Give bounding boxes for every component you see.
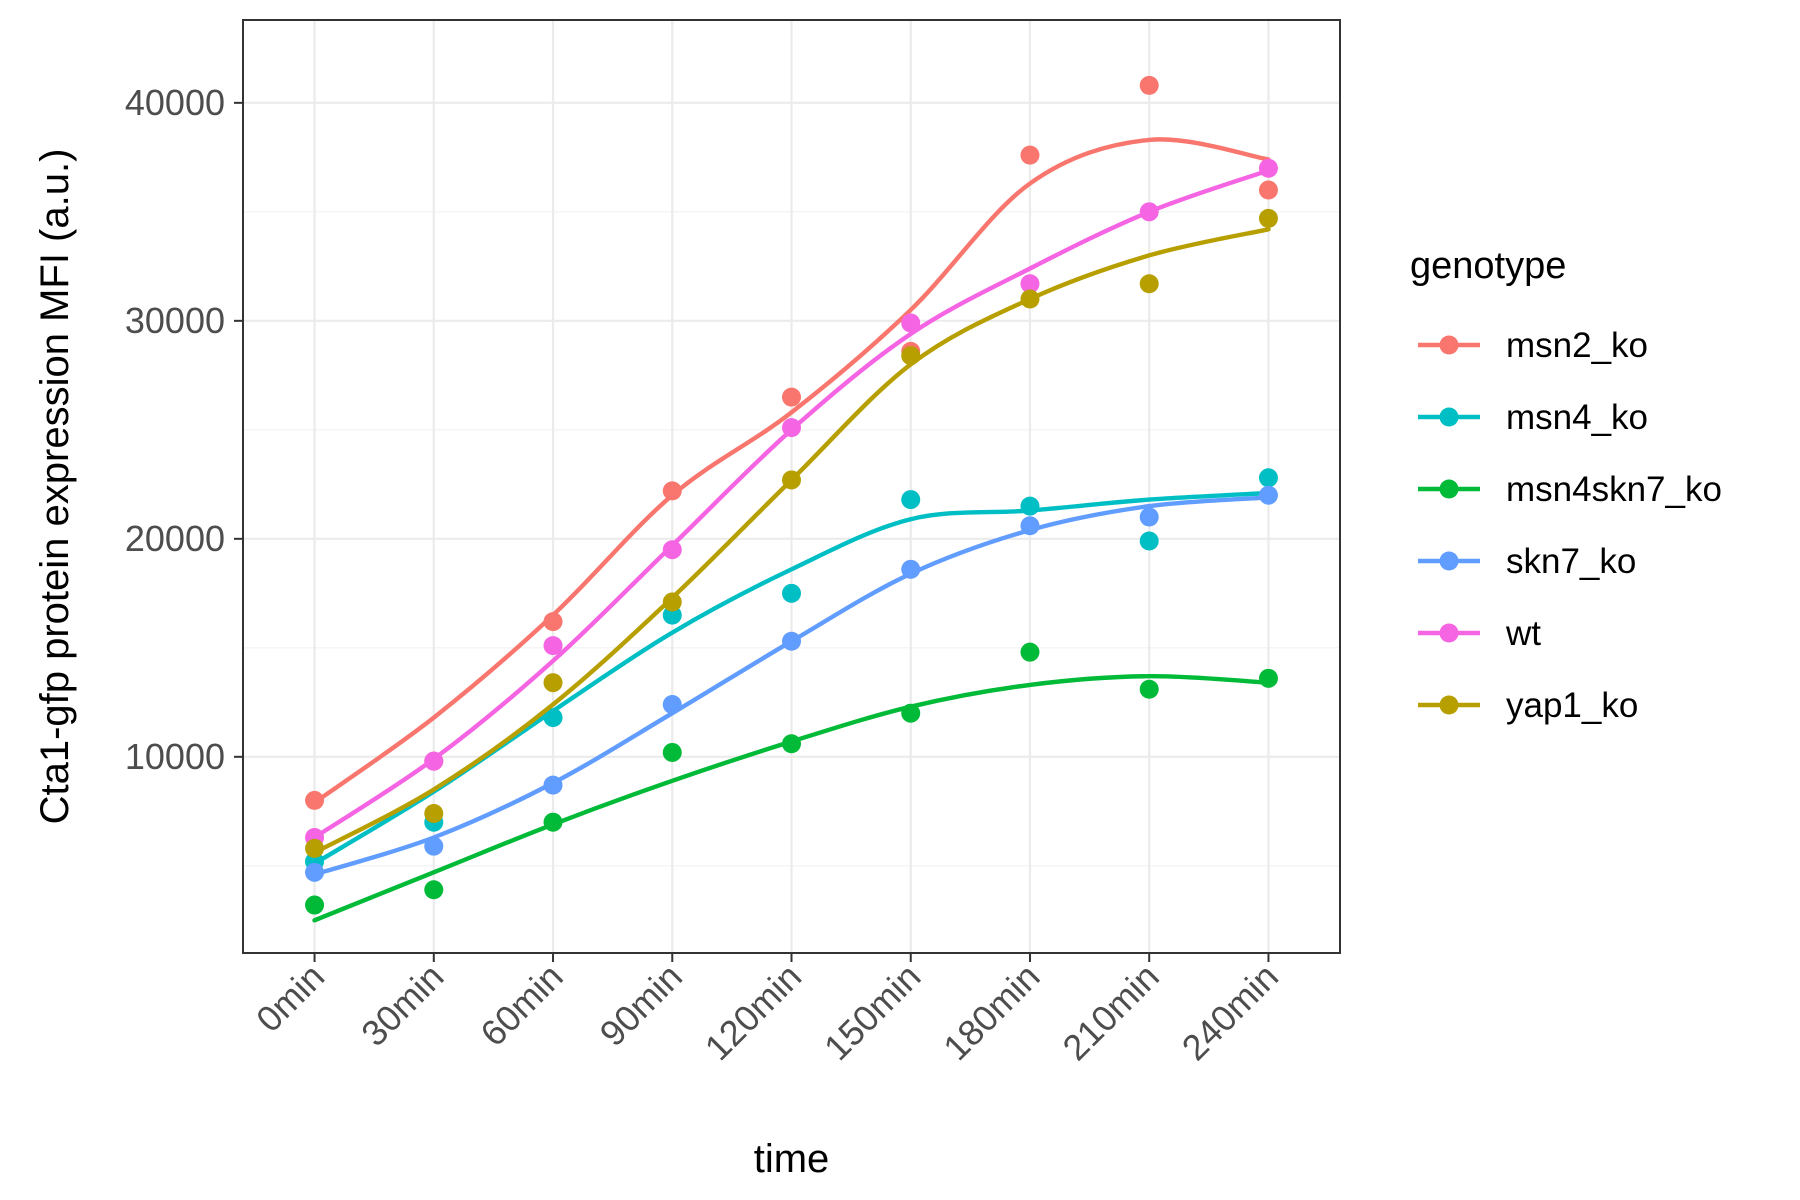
legend-label: msn4skn7_ko	[1506, 470, 1722, 509]
data-point	[424, 836, 444, 856]
data-point	[782, 418, 801, 438]
data-point	[305, 790, 325, 810]
data-point	[305, 862, 325, 882]
data-point	[1139, 202, 1159, 222]
series-msn4skn7_ko	[305, 642, 1278, 923]
data-point	[662, 481, 682, 501]
data-point	[901, 703, 921, 723]
legend-key-point	[1439, 479, 1459, 499]
legend: genotype msn2_ko msn4_ko msn4skn7_ko skn7_k…	[1410, 245, 1722, 725]
legend-label: wt	[1505, 614, 1541, 653]
data-point	[1020, 274, 1040, 294]
legend-key-point	[1439, 551, 1459, 571]
data-point	[1020, 516, 1040, 536]
data-point	[662, 742, 682, 762]
data-point	[1258, 668, 1278, 688]
data-point	[782, 583, 801, 603]
data-point	[901, 490, 921, 510]
x-axis-title: time	[754, 1137, 830, 1181]
data-point	[543, 612, 563, 632]
data-point	[1258, 485, 1278, 505]
data-point	[1258, 180, 1278, 200]
data-point	[1139, 507, 1159, 527]
legend-item-msn4skn7_ko: msn4skn7_ko	[1418, 470, 1722, 509]
legend-label: msn2_ko	[1506, 326, 1648, 365]
data-point	[543, 708, 563, 728]
data-point	[543, 636, 563, 656]
data-point	[1258, 158, 1278, 178]
legend-key-point	[1439, 695, 1459, 715]
data-point	[305, 895, 325, 915]
series-group	[305, 75, 1278, 923]
y-tick-label: 40000	[125, 82, 225, 123]
data-point	[901, 559, 921, 579]
series-line	[312, 137, 1271, 805]
data-point	[1020, 145, 1040, 165]
legend-item-msn2_ko: msn2_ko	[1418, 326, 1648, 365]
data-point	[1020, 496, 1040, 516]
data-point	[662, 694, 682, 714]
data-point	[1258, 208, 1278, 228]
data-point	[1139, 531, 1159, 551]
y-tick-label: 20000	[125, 518, 225, 559]
data-point	[543, 673, 563, 693]
data-point	[305, 838, 325, 858]
data-point	[543, 812, 563, 832]
data-point	[662, 605, 682, 625]
data-point	[424, 751, 444, 771]
legend-item-yap1_ko: yap1_ko	[1418, 686, 1638, 725]
data-point	[543, 775, 563, 795]
data-point	[1139, 679, 1159, 699]
legend-label: skn7_ko	[1506, 542, 1636, 581]
series-wt	[305, 158, 1278, 847]
data-point	[424, 803, 444, 823]
legend-item-msn4_ko: msn4_ko	[1418, 398, 1648, 437]
data-point	[1020, 642, 1040, 662]
data-point	[1258, 468, 1278, 488]
y-tick-label: 10000	[125, 736, 225, 777]
data-point	[424, 880, 444, 900]
legend-title: genotype	[1410, 245, 1566, 287]
data-point	[782, 470, 801, 490]
data-point	[901, 346, 921, 366]
data-point	[901, 313, 921, 333]
data-point	[782, 631, 801, 651]
legend-key-point	[1439, 335, 1459, 355]
data-point	[662, 592, 682, 612]
series-yap1_ko	[305, 208, 1278, 858]
legend-label: msn4_ko	[1506, 398, 1648, 437]
legend-key-point	[1439, 407, 1459, 427]
y-tick-label: 30000	[125, 300, 225, 341]
data-point	[1139, 274, 1159, 294]
data-point	[782, 387, 801, 407]
data-point	[1020, 289, 1040, 309]
y-axis-title: Cta1-gfp protein expression MFI (a.u.)	[33, 149, 77, 825]
data-point	[662, 540, 682, 560]
legend-item-wt: wt	[1418, 614, 1541, 653]
series-skn7_ko	[305, 485, 1278, 882]
data-point	[782, 734, 801, 754]
legend-item-skn7_ko: skn7_ko	[1418, 542, 1636, 581]
legend-label: yap1_ko	[1506, 686, 1638, 725]
grid	[243, 20, 1340, 953]
legend-key-point	[1439, 623, 1459, 643]
data-point	[1139, 75, 1159, 95]
